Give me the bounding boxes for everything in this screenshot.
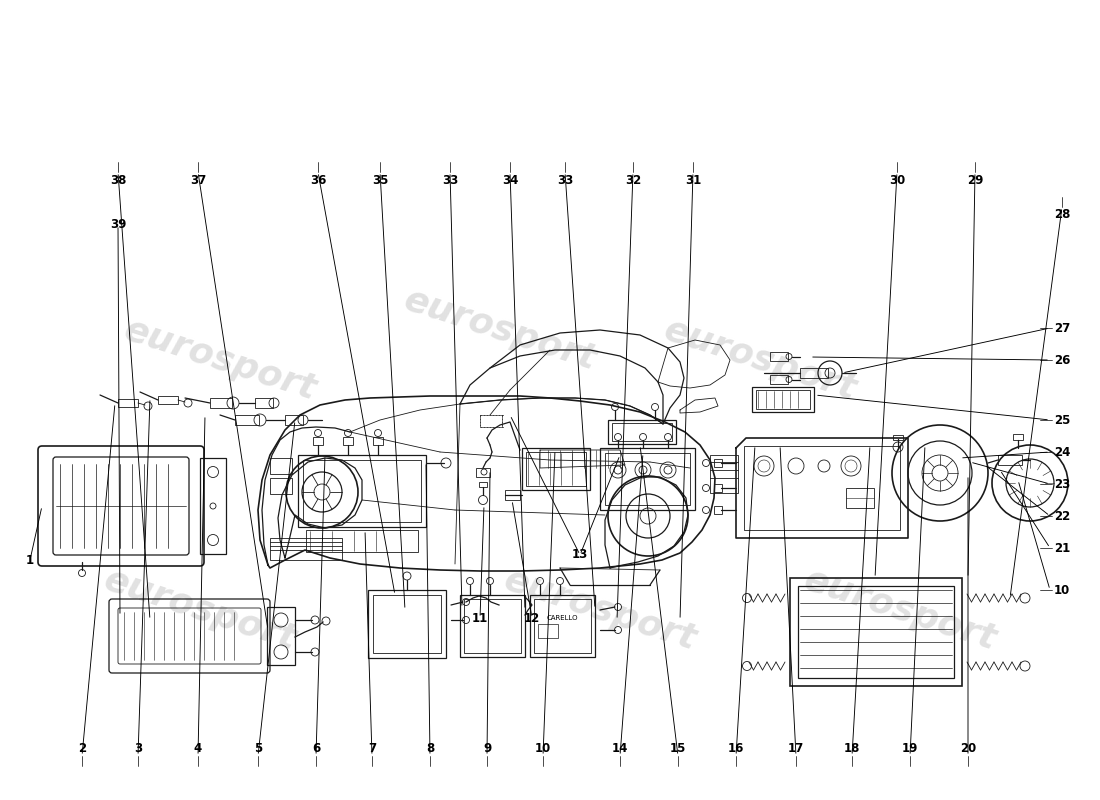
Bar (158, 396, 178, 404)
Bar (800, 368, 828, 378)
Text: 33: 33 (442, 174, 458, 186)
Bar (790, 578, 962, 686)
Bar (270, 458, 292, 474)
Bar (752, 387, 814, 412)
Bar (534, 599, 591, 653)
Text: 20: 20 (960, 742, 976, 754)
Bar (314, 437, 323, 445)
Bar (235, 415, 258, 425)
Text: eurosport: eurosport (99, 563, 300, 657)
Text: 9: 9 (483, 742, 491, 754)
Bar (714, 459, 722, 467)
Text: 16: 16 (728, 742, 745, 754)
Text: 31: 31 (685, 174, 701, 186)
Text: eurosport: eurosport (120, 313, 320, 407)
Bar (526, 452, 586, 486)
Bar (998, 455, 1022, 465)
Text: 14: 14 (612, 742, 628, 754)
Text: 3: 3 (134, 742, 142, 754)
Text: 39: 39 (110, 218, 126, 231)
Text: 25: 25 (1054, 414, 1070, 426)
Bar (343, 437, 353, 445)
Text: 23: 23 (1054, 478, 1070, 490)
Bar (1013, 434, 1023, 440)
Bar (612, 423, 672, 441)
Text: CARELLO: CARELLO (547, 615, 578, 621)
Text: 19: 19 (902, 742, 918, 754)
Text: eurosport: eurosport (499, 563, 701, 657)
Bar (538, 624, 558, 638)
Bar (460, 595, 525, 657)
Bar (756, 390, 810, 409)
Text: 15: 15 (670, 742, 686, 754)
Text: eurosport: eurosport (660, 313, 860, 407)
Bar (478, 482, 487, 487)
Text: 7: 7 (367, 742, 376, 754)
Bar (255, 398, 273, 408)
Bar (302, 460, 421, 522)
Text: 18: 18 (844, 742, 860, 754)
Text: 1: 1 (26, 554, 34, 566)
Text: 11: 11 (472, 611, 488, 625)
Text: 2: 2 (78, 742, 86, 754)
Text: eurosport: eurosport (800, 563, 1001, 657)
Bar (608, 420, 676, 444)
Bar (373, 595, 441, 653)
Text: 4: 4 (194, 742, 202, 754)
Text: 17: 17 (788, 742, 804, 754)
Text: 12: 12 (524, 611, 540, 625)
Text: 24: 24 (1054, 446, 1070, 458)
Text: 29: 29 (967, 174, 983, 186)
Bar (770, 352, 788, 361)
Text: 26: 26 (1054, 354, 1070, 366)
Bar (210, 398, 232, 408)
Text: 28: 28 (1054, 209, 1070, 222)
Text: 37: 37 (190, 174, 206, 186)
Text: 38: 38 (110, 174, 126, 186)
Text: 10: 10 (535, 742, 551, 754)
Bar (118, 399, 138, 407)
Text: 32: 32 (625, 174, 641, 186)
Bar (714, 506, 722, 514)
Bar (714, 484, 722, 492)
Text: 35: 35 (372, 174, 388, 186)
Bar (267, 607, 295, 665)
Bar (798, 586, 954, 678)
Bar (476, 468, 490, 477)
Bar (270, 478, 292, 494)
Text: 21: 21 (1054, 542, 1070, 554)
Bar (298, 455, 426, 527)
Bar (893, 435, 903, 440)
Text: 27: 27 (1054, 322, 1070, 334)
Text: eurosport: eurosport (399, 283, 601, 377)
Text: 36: 36 (310, 174, 327, 186)
Bar (605, 453, 690, 505)
Text: 8: 8 (426, 742, 434, 754)
Text: 30: 30 (889, 174, 905, 186)
Text: 33: 33 (557, 174, 573, 186)
Bar (285, 415, 303, 425)
Bar (770, 375, 788, 384)
Bar (600, 448, 695, 510)
Text: 6: 6 (312, 742, 320, 754)
Bar (368, 590, 446, 658)
Bar (270, 538, 342, 560)
Text: 13: 13 (572, 549, 588, 562)
Bar (505, 490, 520, 500)
Bar (373, 437, 383, 445)
Text: 22: 22 (1054, 510, 1070, 522)
Bar (522, 448, 590, 490)
Bar (710, 455, 738, 493)
Bar (744, 446, 900, 530)
Text: 10: 10 (1054, 583, 1070, 597)
Bar (464, 599, 521, 653)
Bar (200, 458, 225, 554)
Text: 5: 5 (254, 742, 262, 754)
Bar (306, 530, 418, 552)
Text: 34: 34 (502, 174, 518, 186)
Bar (530, 595, 595, 657)
Bar (846, 488, 874, 508)
